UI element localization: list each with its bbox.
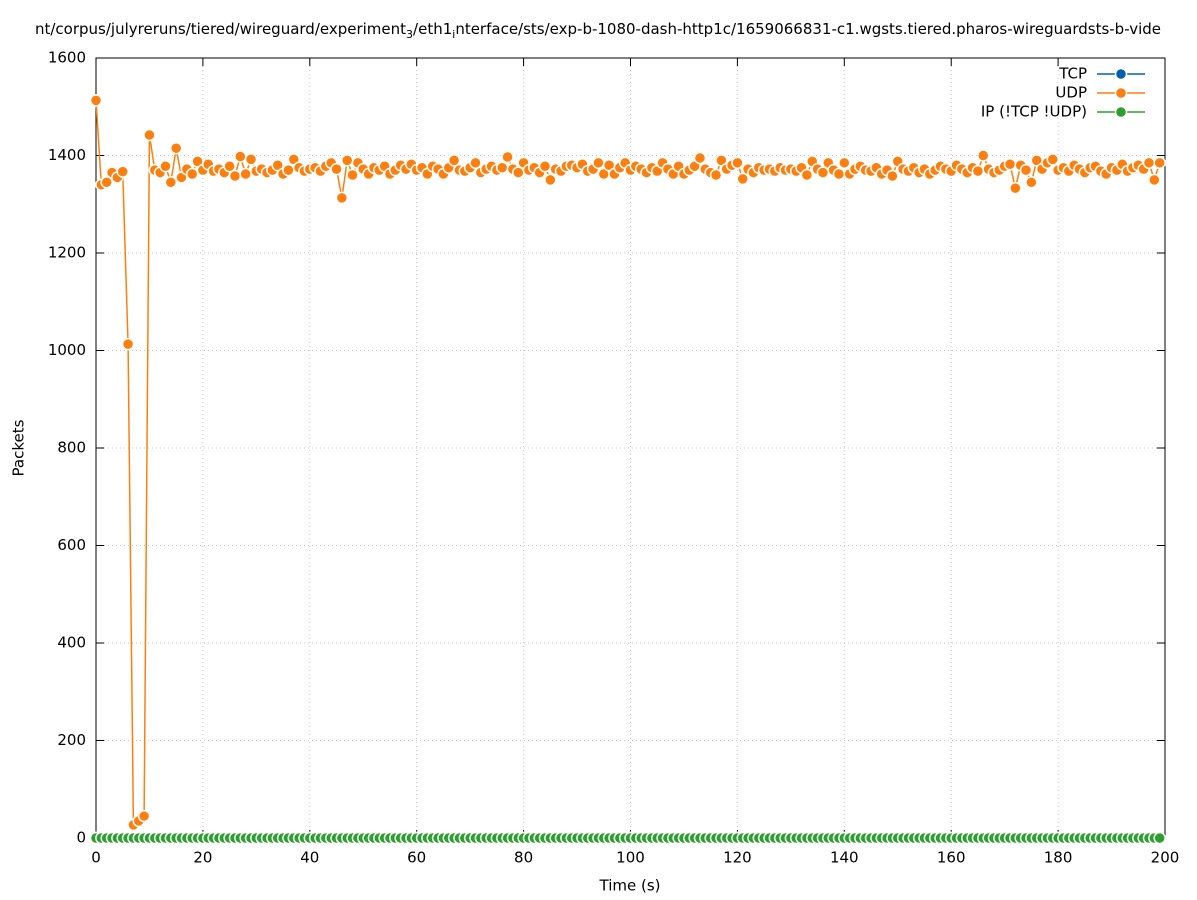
data-point xyxy=(340,154,354,167)
data-point xyxy=(244,153,258,166)
data-point xyxy=(143,128,156,142)
data-point xyxy=(282,163,295,177)
y-tick-label: 1200 xyxy=(48,244,86,262)
data-point xyxy=(185,167,199,181)
data-point xyxy=(977,149,990,162)
data-point xyxy=(838,156,851,170)
title-part: nt/corpus/julyreruns/tiered/wireguard/ex… xyxy=(35,20,406,38)
data-point xyxy=(1019,163,1033,177)
data-point xyxy=(137,809,151,823)
data-point xyxy=(544,173,557,187)
legend-label: UDP xyxy=(1055,84,1087,102)
y-tick-label: 200 xyxy=(57,731,86,749)
y-tick-label: 400 xyxy=(57,634,86,652)
data-point xyxy=(1153,831,1166,845)
y-tick-label: 1600 xyxy=(48,49,86,67)
x-axis-label: Time (s) xyxy=(599,877,661,895)
title-part: nterface/sts/exp-b-1080-dash-http1c/1659… xyxy=(455,20,1161,38)
data-point xyxy=(1153,156,1166,170)
data-point xyxy=(971,164,985,178)
x-tick-label: 20 xyxy=(193,849,212,867)
y-axis-label: Packets xyxy=(10,419,28,476)
data-point xyxy=(1003,158,1017,171)
data-point xyxy=(1142,156,1156,170)
y-tick-label: 1000 xyxy=(48,341,86,359)
data-point xyxy=(731,156,744,170)
series-line xyxy=(95,100,1161,827)
data-point xyxy=(592,156,605,170)
data-point xyxy=(100,176,113,189)
x-tick-label: 80 xyxy=(514,849,533,867)
data-point xyxy=(89,94,103,107)
legend-label: TCP xyxy=(1058,65,1087,83)
data-point xyxy=(800,168,814,182)
data-point xyxy=(1009,181,1022,195)
data-point xyxy=(447,154,461,167)
y-tick-label: 0 xyxy=(76,829,86,847)
legend-marker xyxy=(1114,105,1128,119)
data-point xyxy=(1046,153,1060,166)
x-tick-label: 0 xyxy=(91,849,101,867)
data-point xyxy=(271,159,284,172)
data-point xyxy=(1148,173,1161,187)
data-point xyxy=(693,151,707,165)
x-tick-label: 180 xyxy=(1044,849,1073,867)
data-point xyxy=(159,159,172,173)
data-point xyxy=(1025,176,1038,189)
data-point xyxy=(469,156,482,170)
data-point xyxy=(330,162,343,176)
title-part: /eth1 xyxy=(413,20,452,38)
x-tick-label: 120 xyxy=(723,849,752,867)
data-point xyxy=(335,191,349,205)
data-point xyxy=(501,150,514,164)
x-tick-label: 100 xyxy=(616,849,645,867)
legend-marker xyxy=(1114,86,1128,100)
x-tick-label: 60 xyxy=(407,849,426,867)
data-point xyxy=(121,337,135,351)
chart-title: nt/corpus/julyreruns/tiered/wireguard/ex… xyxy=(35,20,1161,42)
y-tick-label: 600 xyxy=(57,536,86,554)
y-tick-label: 1400 xyxy=(48,146,86,164)
data-point xyxy=(709,168,723,182)
data-point xyxy=(538,159,552,173)
data-point xyxy=(886,169,899,183)
data-point xyxy=(346,168,359,182)
title-subscript: i xyxy=(452,28,455,41)
series xyxy=(89,94,1166,832)
data-point xyxy=(715,154,728,167)
x-tick-label: 40 xyxy=(300,849,319,867)
x-tick-label: 140 xyxy=(830,849,859,867)
series xyxy=(89,831,1166,845)
data-point xyxy=(164,176,178,189)
data-point xyxy=(228,169,242,183)
legend-label: IP (!TCP !UDP) xyxy=(981,103,1087,121)
data-point xyxy=(832,167,846,181)
data-point xyxy=(736,172,749,186)
x-tick-label: 160 xyxy=(937,849,966,867)
x-tick-label: 200 xyxy=(1151,849,1180,867)
data-point xyxy=(234,150,247,163)
data-point xyxy=(223,159,236,173)
legend-marker xyxy=(1114,67,1128,81)
data-point xyxy=(239,167,252,181)
y-tick-label: 800 xyxy=(57,439,86,457)
title-subscript: 3 xyxy=(406,28,413,41)
data-point xyxy=(116,165,129,178)
data-point xyxy=(495,161,509,174)
data-point xyxy=(169,141,183,155)
